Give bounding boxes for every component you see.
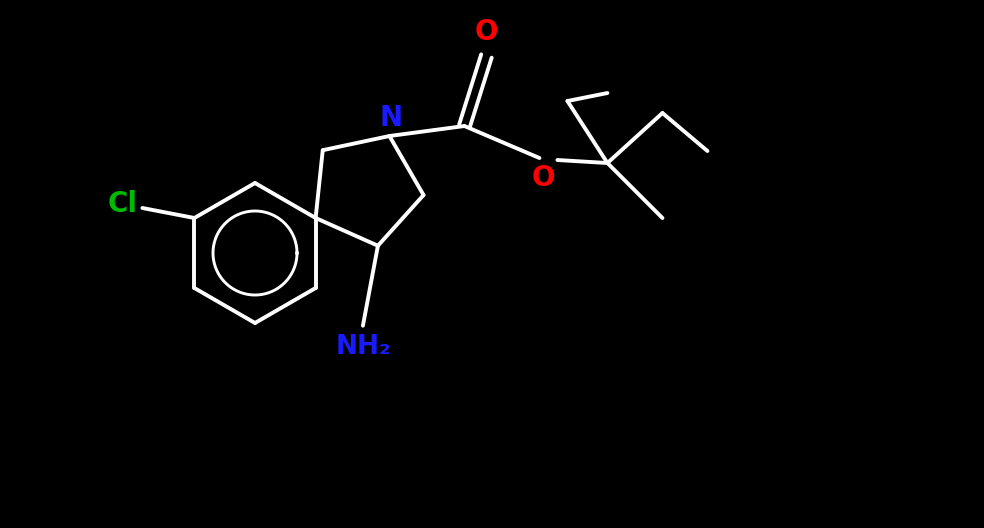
Text: Cl: Cl [107, 190, 138, 218]
Text: O: O [531, 164, 555, 192]
Text: N: N [380, 104, 403, 132]
Text: NH₂: NH₂ [336, 334, 391, 360]
Text: O: O [474, 18, 498, 46]
